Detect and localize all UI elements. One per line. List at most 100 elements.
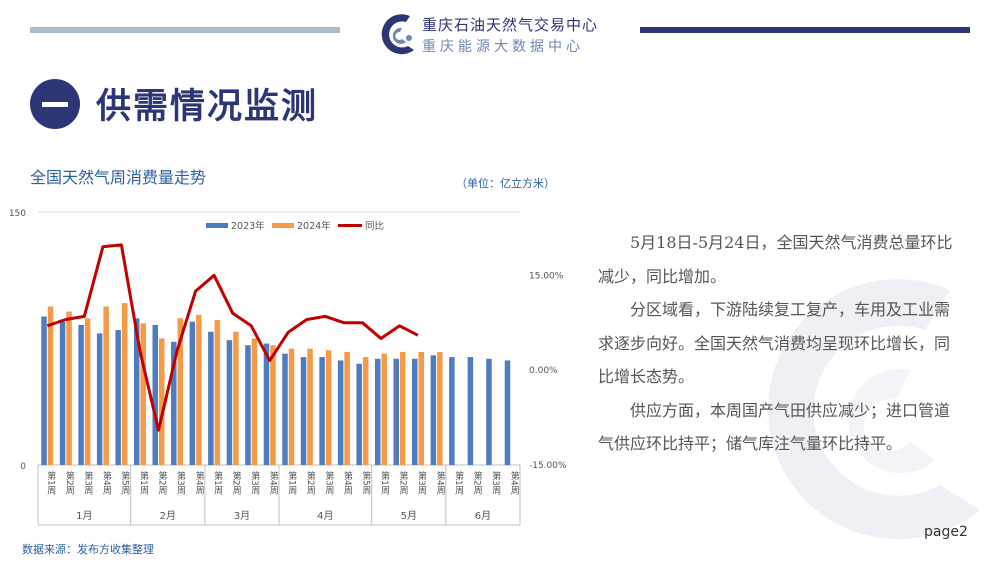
- bar-2023年: [504, 360, 511, 465]
- bar-2023年: [319, 357, 325, 465]
- x-month-label: 1月: [76, 510, 92, 522]
- x-week-label: 第3周: [323, 470, 334, 496]
- y-tick-label: 0: [20, 462, 26, 472]
- x-week-label: 第4周: [509, 470, 520, 496]
- chart-title: 全国天然气周消费量走势: [30, 168, 207, 187]
- bar-2023年: [467, 357, 474, 465]
- bar-2023年: [133, 318, 140, 465]
- watermark-logo-icon: [767, 279, 980, 540]
- bar-2023年: [245, 345, 251, 465]
- bar-2024年: [66, 311, 72, 465]
- y-tick-label: 150: [9, 209, 26, 219]
- legend-swatch-2023: [206, 223, 228, 228]
- bar-2023年: [300, 357, 307, 465]
- bar-2023年: [208, 331, 214, 465]
- y2-tick-label: -15.00%: [529, 461, 567, 471]
- bar-2023年: [282, 353, 288, 465]
- bar-2024年: [418, 351, 425, 465]
- bar-2024年: [177, 318, 184, 465]
- x-week-label: 第5周: [119, 470, 130, 496]
- number-one-dash-icon: [30, 79, 80, 129]
- bar-2023年: [152, 325, 158, 465]
- bar-2024年: [437, 351, 443, 465]
- bar-2023年: [96, 333, 103, 465]
- x-week-label: 第4周: [435, 470, 446, 496]
- x-week-label: 第1周: [379, 470, 390, 496]
- x-week-label: 第4周: [101, 470, 112, 496]
- bar-2023年: [393, 358, 399, 465]
- bar-2023年: [374, 358, 381, 465]
- bar-2023年: [486, 358, 492, 465]
- x-week-label: 第1周: [212, 470, 223, 496]
- y2-tick-label: 0.00%: [529, 366, 558, 376]
- bar-2024年: [103, 306, 109, 465]
- bar-2023年: [41, 316, 47, 465]
- bar-2024年: [381, 353, 387, 465]
- analysis-paragraph: 分区域看，下游陆续复工复产，车用及工业需求逐步向好。全国天然气消费均呈现环比增长…: [598, 300, 951, 386]
- x-week-label: 第2周: [398, 470, 409, 496]
- bar-2023年: [78, 325, 84, 465]
- header-rule-left: [30, 27, 340, 33]
- x-week-label: 第1周: [286, 470, 297, 496]
- x-week-label: 第5周: [360, 470, 371, 496]
- x-week-label: 第1周: [45, 470, 56, 496]
- bar-2023年: [59, 321, 66, 465]
- cq-exchange-logo-icon: [381, 14, 414, 55]
- x-week-label: 第2周: [231, 470, 242, 496]
- bar-2024年: [159, 338, 165, 465]
- bar-2024年: [400, 351, 406, 465]
- x-week-label: 第4周: [268, 470, 279, 496]
- x-week-label: 第4周: [194, 470, 205, 496]
- bar-2023年: [189, 321, 196, 465]
- bar-2024年: [47, 306, 54, 465]
- legend-swatch-2024: [272, 223, 294, 228]
- bar-2024年: [140, 323, 146, 465]
- bar-2023年: [412, 358, 418, 465]
- bar-2023年: [171, 341, 177, 465]
- x-week-label: 第3周: [175, 470, 186, 496]
- y2-tick-label: 15.00%: [529, 271, 564, 281]
- bar-2024年: [362, 357, 369, 465]
- x-month-label: 6月: [475, 510, 491, 522]
- bar-2023年: [263, 343, 270, 465]
- page-number: page2: [924, 524, 968, 540]
- analysis-paragraph: 供应方面，本周国产气田供应减少；进口管道气供应环比持平；储气库注气量环比持平。: [598, 400, 951, 454]
- header-rule-right: [640, 27, 970, 33]
- bar-2024年: [214, 319, 221, 465]
- org-name: 重庆石油天然气交易中心: [422, 16, 599, 34]
- x-week-label: 第3周: [416, 470, 427, 496]
- bar-2024年: [325, 350, 332, 465]
- bar-2023年: [115, 330, 121, 465]
- x-week-label: 第2周: [472, 470, 483, 496]
- x-month-label: 2月: [160, 510, 176, 522]
- x-week-label: 第4周: [342, 470, 353, 496]
- x-week-label: 第3周: [82, 470, 93, 496]
- legend-label: 同比: [365, 220, 384, 232]
- x-week-label: 第1周: [138, 470, 149, 496]
- bar-2023年: [356, 363, 362, 465]
- bar-2024年: [84, 318, 91, 465]
- bar-2023年: [449, 357, 455, 465]
- bar-2024年: [233, 331, 239, 465]
- legend-label: 2024年: [297, 220, 331, 232]
- analysis-paragraph: 5月18日-5月24日，全国天然气消费总量环比减少，同比增加。: [598, 233, 953, 286]
- bar-2024年: [270, 345, 276, 465]
- x-week-label: 第2周: [64, 470, 75, 496]
- analysis-text: 5月18日-5月24日，全国天然气消费总量环比减少，同比增加。 分区域看，下游陆…: [598, 226, 960, 461]
- x-week-label: 第3周: [490, 470, 501, 496]
- bar-2024年: [121, 303, 128, 465]
- org-subname: 重庆能源大数据中心: [422, 39, 584, 55]
- bar-2024年: [288, 348, 295, 465]
- bar-2024年: [344, 351, 350, 465]
- x-week-label: 第1周: [453, 470, 464, 496]
- bar-2023年: [226, 340, 233, 465]
- x-month-label: 3月: [234, 510, 250, 522]
- bar-2024年: [196, 314, 202, 465]
- data-source: 数据来源：发布方收集整理: [22, 543, 154, 556]
- x-week-label: 第3周: [249, 470, 260, 496]
- chart-unit: （单位：亿立方米）: [456, 177, 555, 190]
- bar-2024年: [307, 348, 313, 465]
- bar-2024年: [251, 338, 258, 465]
- section-title: 供需情况监测: [96, 87, 319, 127]
